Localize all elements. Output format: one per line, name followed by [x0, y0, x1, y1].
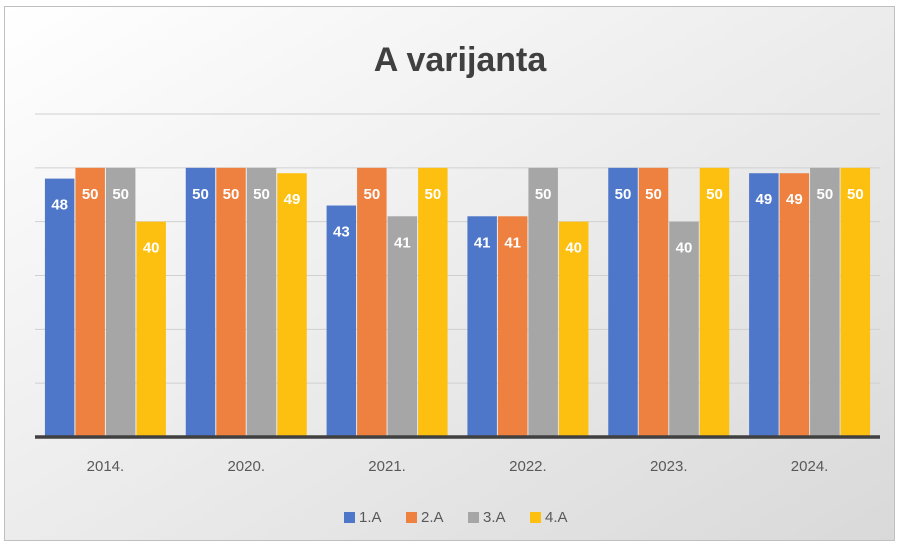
x-tick-label: 2024.: [791, 458, 829, 475]
legend-label: 1.A: [359, 509, 382, 526]
data-label: 50: [615, 186, 632, 203]
legend-swatch: [468, 512, 479, 523]
x-tick-label: 2023.: [650, 458, 688, 475]
data-label: 41: [504, 234, 521, 251]
legend-swatch: [530, 512, 541, 523]
data-label: 40: [565, 240, 582, 257]
data-label: 50: [253, 186, 270, 203]
legend-swatch: [344, 512, 355, 523]
legend-label: 2.A: [421, 509, 444, 526]
bar: [277, 173, 307, 437]
bar: [44, 178, 75, 437]
bar: [75, 167, 105, 438]
bar: [669, 221, 699, 437]
data-label: 43: [333, 223, 350, 240]
bar: [810, 167, 840, 438]
data-label: 50: [192, 186, 209, 203]
x-tick-label: 2022.: [509, 458, 547, 475]
data-label: 49: [786, 191, 803, 208]
bar: [136, 221, 166, 437]
bar: [497, 216, 528, 437]
bar: [779, 173, 810, 437]
data-label: 50: [112, 186, 129, 203]
data-label: 41: [474, 234, 491, 251]
bar: [638, 167, 669, 438]
bar: [608, 167, 638, 438]
data-label: 50: [363, 186, 380, 203]
data-label: 49: [755, 191, 772, 208]
data-label: 50: [535, 186, 552, 203]
data-label: 50: [645, 186, 662, 203]
bar: [185, 167, 216, 438]
bar: [387, 216, 418, 437]
bar: [216, 167, 246, 438]
bar: [105, 167, 136, 438]
data-label: 50: [847, 186, 864, 203]
bar: [326, 205, 357, 437]
legend-label: 3.A: [483, 509, 506, 526]
bar: [749, 173, 779, 437]
bar: [840, 167, 871, 438]
data-label: 50: [424, 186, 441, 203]
bar: [558, 221, 589, 437]
data-label: 40: [676, 240, 693, 257]
bar: [246, 167, 277, 438]
legend-label: 4.A: [545, 509, 568, 526]
x-tick-label: 2014.: [87, 458, 125, 475]
x-tick-label: 2021.: [368, 458, 406, 475]
legend-swatch: [406, 512, 417, 523]
bar: [418, 167, 448, 438]
bar: [528, 167, 558, 438]
data-label: 40: [143, 240, 160, 257]
bar: [467, 216, 497, 437]
data-label: 41: [394, 234, 411, 251]
data-label: 48: [51, 197, 68, 214]
data-label: 50: [82, 186, 99, 203]
bar: [699, 167, 730, 438]
data-label: 50: [816, 186, 833, 203]
chart-title: A varijanta: [374, 41, 548, 79]
bar: [357, 167, 387, 438]
x-tick-label: 2020.: [227, 458, 265, 475]
data-label: 50: [223, 186, 240, 203]
data-label: 50: [706, 186, 723, 203]
data-label: 49: [284, 191, 301, 208]
